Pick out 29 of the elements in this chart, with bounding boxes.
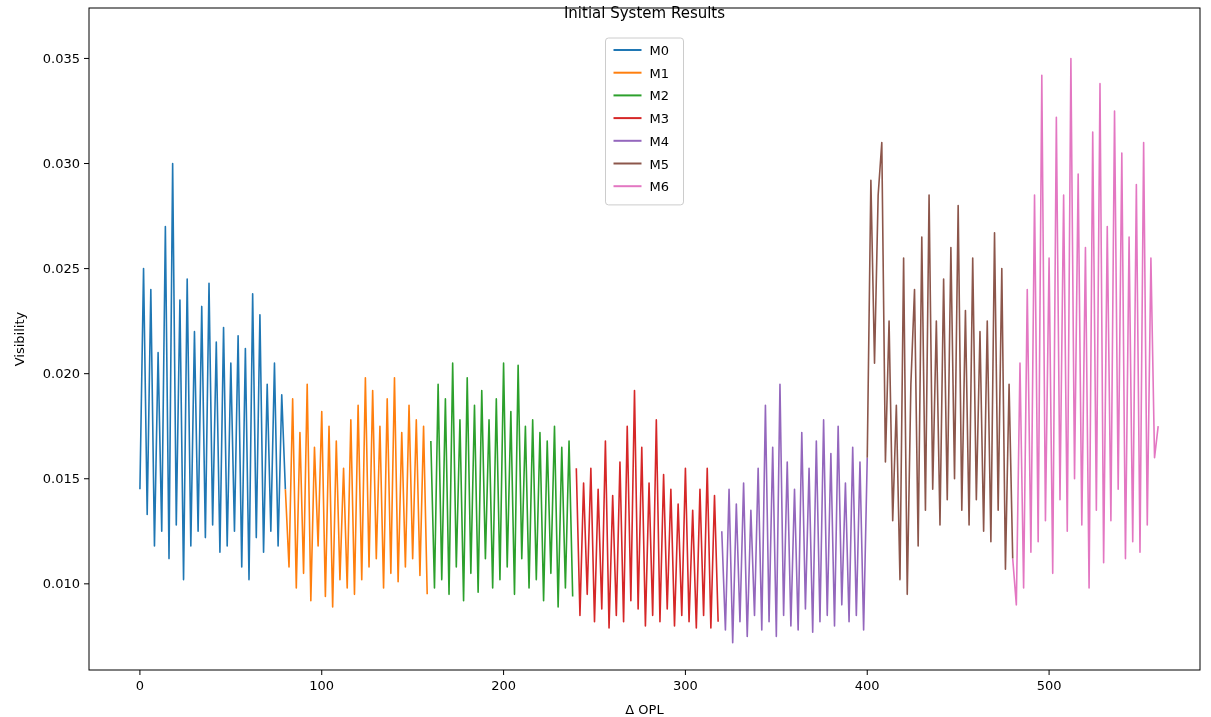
y-tick-label: 0.025	[42, 261, 80, 277]
legend-label: M6	[649, 179, 669, 195]
legend-label: M2	[649, 88, 669, 104]
x-tick-label: 400	[854, 678, 880, 693]
line-series	[575, 389, 719, 629]
x-axis-title: Δ OPL	[625, 702, 665, 717]
legend-label: M4	[649, 133, 669, 149]
legend-label: M3	[649, 111, 669, 127]
line-series	[720, 383, 869, 644]
x-tick-label: 200	[491, 678, 516, 693]
legend-label: M1	[649, 65, 669, 81]
x-tick-label: 500	[1036, 678, 1062, 693]
legend-label: M0	[649, 43, 669, 58]
line-series	[430, 362, 574, 608]
y-tick-label: 0.035	[42, 50, 80, 66]
y-tick-label: 0.015	[42, 471, 80, 487]
line-series	[866, 141, 1014, 596]
x-tick-label: 0	[135, 678, 145, 693]
chart-title: Initial System Results	[563, 4, 726, 22]
x-tick-label: 300	[673, 678, 698, 693]
y-tick-label: 0.030	[42, 156, 80, 172]
y-axis-title: Visibility	[12, 311, 27, 367]
y-tick-label: 0.010	[42, 576, 80, 592]
line-series	[284, 377, 429, 608]
legend-label: M5	[649, 156, 669, 172]
line-series	[1011, 57, 1159, 606]
x-tick-label: 100	[309, 678, 335, 693]
line-series	[139, 162, 287, 581]
y-tick-label: 0.020	[42, 366, 80, 382]
